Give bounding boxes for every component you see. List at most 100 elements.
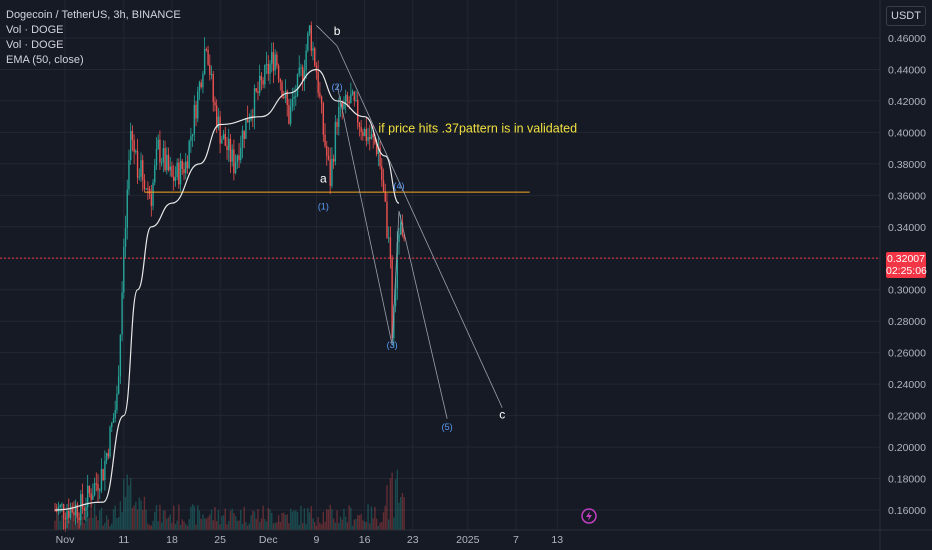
wave-number-label: (1) xyxy=(318,201,329,211)
y-tick-label: 0.22000 xyxy=(888,411,926,423)
candle-body xyxy=(336,122,338,127)
volume-bar xyxy=(215,521,218,530)
y-tick-label: 0.42000 xyxy=(888,96,926,108)
candle-body xyxy=(219,116,221,144)
volume-bar xyxy=(393,517,395,530)
candle-body xyxy=(85,507,87,511)
legend-volume-2[interactable]: Vol · DOGE xyxy=(6,39,64,51)
volume-bar xyxy=(329,504,331,530)
volume-bar xyxy=(185,523,187,530)
candle-body xyxy=(370,134,373,139)
candle-body xyxy=(327,155,330,160)
volume-bar xyxy=(346,522,349,530)
candle-body xyxy=(229,138,232,162)
time-axis[interactable]: Nov 11 18 25 Dec 9 16 23 2025 7 13 xyxy=(0,529,932,546)
volume-bar xyxy=(107,519,110,530)
candle-body xyxy=(346,94,349,102)
wave-number-label: (3) xyxy=(387,340,398,350)
wave-number-label: (5) xyxy=(442,422,453,432)
candle-body xyxy=(88,485,91,494)
volume-bar xyxy=(374,506,376,530)
volume-bar xyxy=(334,522,337,530)
candle-body xyxy=(86,485,89,508)
volume-bar xyxy=(257,509,259,530)
trend-line-2-3 xyxy=(336,85,393,345)
volume-bar xyxy=(363,521,366,530)
volume-bar xyxy=(362,520,364,530)
candle-body xyxy=(207,49,209,65)
candle-body xyxy=(62,504,65,519)
volume-bar xyxy=(212,520,214,530)
candle-body xyxy=(245,118,247,139)
candle-body xyxy=(289,106,292,124)
volume-bar xyxy=(56,506,58,530)
symbol-title[interactable]: Dogecoin / TetherUS, 3h, BINANCE xyxy=(6,9,181,21)
candle-body xyxy=(269,63,271,74)
volume-bar xyxy=(162,510,165,530)
volume-bar xyxy=(267,508,269,530)
candle-body xyxy=(326,146,328,156)
candle-body xyxy=(133,140,135,152)
candle-body xyxy=(293,96,295,99)
x-tick-label: 18 xyxy=(166,534,178,546)
volume-bar xyxy=(283,512,285,530)
y-tick-label: 0.34000 xyxy=(888,222,926,234)
candle-body xyxy=(298,67,300,74)
candle-body xyxy=(241,130,244,148)
volume-bar xyxy=(92,518,94,530)
volume-bar xyxy=(301,523,304,530)
volume-bar xyxy=(226,524,228,530)
volume-bar xyxy=(233,513,235,530)
x-tick-label: 2025 xyxy=(456,534,480,546)
candle-body xyxy=(236,155,239,163)
candle-body xyxy=(295,95,297,97)
candle-body xyxy=(312,48,314,51)
x-tick-label: 9 xyxy=(314,534,320,546)
volume-bar xyxy=(197,505,199,530)
candle-body xyxy=(69,506,72,518)
legend-volume-1[interactable]: Vol · DOGE xyxy=(6,24,64,36)
volume-bar xyxy=(57,508,60,530)
candle-body xyxy=(124,227,127,247)
volume-bar xyxy=(124,496,127,530)
volume-bar xyxy=(176,520,178,530)
volume-bar xyxy=(234,516,237,530)
volume-bar xyxy=(343,508,345,530)
candle-body xyxy=(276,54,278,66)
y-tick-label: 0.20000 xyxy=(888,442,926,454)
volume-bar xyxy=(272,523,275,530)
volume-bar xyxy=(210,509,213,530)
volume-bar xyxy=(164,510,166,530)
volume-bar xyxy=(338,523,340,530)
trend-lines[interactable] xyxy=(316,25,503,419)
volume-bar xyxy=(178,504,180,530)
volume-bar xyxy=(403,497,405,530)
candle-body xyxy=(257,91,259,93)
candle-body xyxy=(181,160,183,169)
volume-bar xyxy=(150,525,153,530)
candle-body xyxy=(386,201,388,238)
volume-bar xyxy=(116,518,118,530)
candles xyxy=(54,21,405,532)
candle-body xyxy=(99,490,101,492)
volume-bar xyxy=(365,522,368,530)
y-tick-label: 0.16000 xyxy=(888,505,926,517)
volume-bar xyxy=(288,523,290,530)
volume-bar xyxy=(159,504,161,530)
volume-bar xyxy=(123,478,125,530)
currency-button[interactable]: USDT xyxy=(886,6,926,26)
volume-bar xyxy=(265,521,268,530)
chart-legend: Dogecoin / TetherUS, 3h, BINANCE Vol · D… xyxy=(6,8,181,68)
candle-body xyxy=(117,376,120,394)
candle-body xyxy=(150,194,153,206)
volume-bar xyxy=(317,517,319,530)
volume-bar xyxy=(260,518,263,530)
candle-body xyxy=(331,158,333,186)
replay-icon[interactable] xyxy=(581,508,597,524)
candle-body xyxy=(379,147,381,167)
candle-body xyxy=(400,222,402,235)
volume-bar xyxy=(281,513,283,530)
volume-bar xyxy=(375,518,378,530)
legend-ema[interactable]: EMA (50, close) xyxy=(6,54,84,66)
